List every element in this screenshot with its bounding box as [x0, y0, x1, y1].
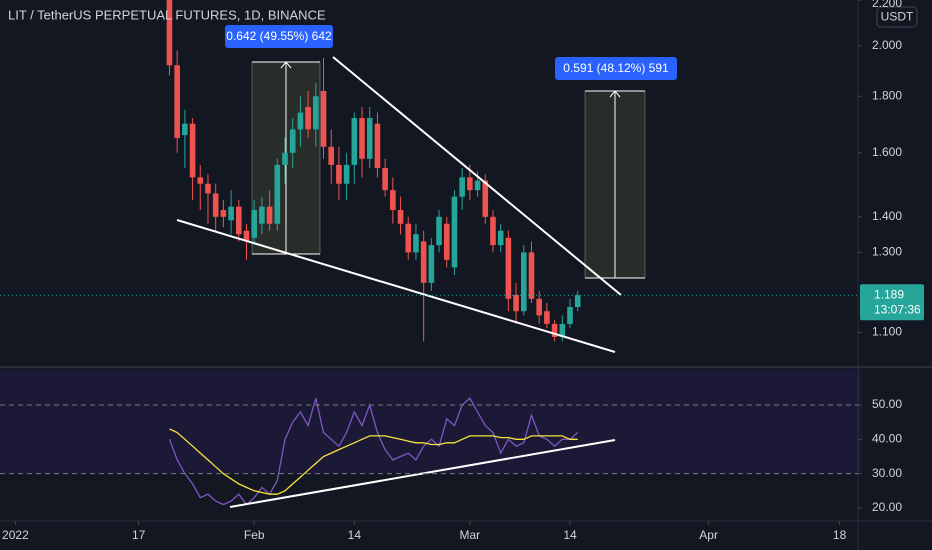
y-tick-label: 40.00 [872, 432, 902, 446]
candle-body [305, 107, 311, 130]
candle-body [536, 298, 542, 316]
candle-body [313, 96, 319, 130]
measure-arrowhead [280, 61, 292, 69]
rsi-trend-line [229, 439, 616, 508]
y-tick-label: 30.00 [872, 466, 902, 480]
rsi-band [0, 369, 862, 473]
candle-body [490, 216, 496, 246]
candle-body [413, 234, 419, 253]
candle-body [212, 193, 219, 217]
candle-body [297, 112, 304, 130]
measure-label: 0.591 (48.12%) 591 [563, 61, 669, 75]
x-tick-label: 2022 [2, 528, 29, 542]
chart-title: LIT / TetherUS PERPETUAL FUTURES, 1D, BI… [8, 7, 326, 22]
current-price-label: 1.189 [874, 287, 904, 301]
candle-body [505, 237, 512, 299]
y-tick-label: 1.300 [872, 245, 902, 259]
candle-body [397, 210, 404, 224]
candle-body [436, 216, 442, 246]
y-tick-label: 1.600 [872, 145, 902, 159]
x-tick-label: 14 [348, 528, 362, 542]
candle-body [513, 294, 519, 312]
y-tick-label: 20.00 [872, 500, 902, 514]
candle-body [343, 164, 350, 184]
candle-body [459, 177, 465, 197]
countdown-label: 13:07:36 [874, 302, 921, 316]
candle-body [443, 223, 450, 260]
rsi-lines [168, 397, 579, 506]
measure-label: 0.642 (49.55%) 642 [226, 29, 332, 43]
candle-body [351, 118, 358, 165]
candle-body [243, 230, 250, 242]
currency-label: USDT [881, 10, 914, 24]
candle-body [551, 323, 558, 337]
candle-body [328, 146, 335, 165]
trend-line [332, 56, 622, 296]
candle-body [266, 206, 273, 224]
candle-body [336, 164, 342, 184]
candle-body [320, 90, 327, 147]
candle-body [482, 180, 489, 217]
measure-label-bg [225, 25, 333, 48]
candle-body [182, 123, 188, 136]
candle-body [574, 295, 581, 308]
candle-body [390, 190, 396, 211]
x-tick-label: Apr [699, 528, 718, 542]
x-tick-label: Feb [244, 528, 265, 542]
y-tick-label: 2.000 [872, 38, 902, 52]
candle-body [228, 206, 234, 221]
rsi-line [168, 397, 579, 506]
candle-body [428, 245, 435, 283]
candle-body [289, 129, 296, 153]
x-tick-label: 17 [132, 528, 146, 542]
y-tick-label: 50.00 [872, 397, 902, 411]
candle-body [189, 123, 196, 178]
candle-body [520, 252, 527, 312]
currency-badge[interactable] [876, 6, 918, 28]
candle-body [235, 206, 242, 235]
y-tick-label: 1.800 [872, 88, 902, 102]
candle-body [251, 210, 257, 238]
candle-body [274, 164, 281, 224]
trend-line [176, 219, 616, 353]
candle-body [174, 65, 180, 139]
x-tick-label: 18 [833, 528, 847, 542]
candle-body [220, 210, 227, 217]
candle-body [451, 196, 458, 268]
candle-body [467, 177, 473, 191]
x-tick-label: Mar [460, 528, 481, 542]
candle-body [567, 307, 573, 324]
price-pane [251, 61, 646, 279]
candle-body [282, 152, 288, 165]
y-tick-label: 2.200 [872, 0, 902, 10]
candle-body [374, 123, 381, 169]
candle-body [359, 118, 365, 159]
candle-body [559, 323, 566, 337]
y-tick-label: 1.400 [872, 209, 902, 223]
measure-label-bg [555, 57, 677, 80]
current-price-badge [860, 284, 924, 321]
x-tick-label: 14 [563, 528, 577, 542]
candle-body [382, 168, 388, 191]
candle-body [497, 230, 504, 246]
candle-body [205, 183, 211, 194]
candle-body [259, 206, 265, 224]
drawings: 0.642 (49.55%) 642 0.591 (48.12%) 591 [176, 25, 677, 508]
candle-body [405, 223, 412, 253]
y-tick-label: 1.100 [872, 325, 902, 339]
rsi-line [169, 428, 578, 495]
candle-body [166, 0, 173, 66]
candle-body [197, 177, 204, 184]
candle-body [528, 252, 535, 299]
candle-body [366, 118, 373, 159]
measure-arrowhead [609, 90, 621, 98]
candle-body [544, 311, 550, 324]
candle-body [474, 180, 481, 191]
candle-body [420, 241, 427, 283]
